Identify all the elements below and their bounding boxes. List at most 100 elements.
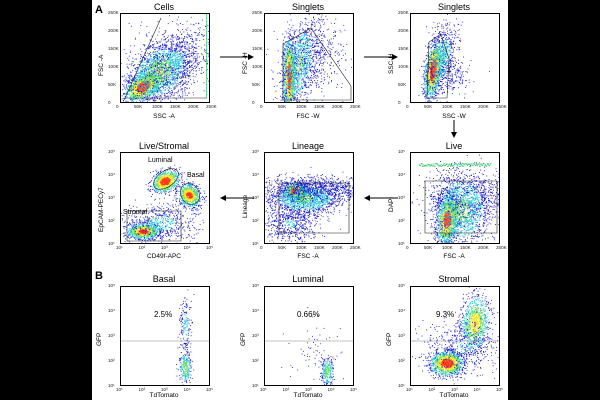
basal-x-tick: 10⁴ — [184, 387, 191, 393]
cells-y-tick: 150K — [108, 46, 119, 52]
sing2-x-tick: 150K — [460, 104, 471, 110]
sing2-x-tick: 0 — [406, 104, 409, 110]
stromal-x-tick: 10¹ — [406, 387, 413, 393]
ls-x-tick: 10² — [139, 245, 146, 251]
luminal-y-tick: 10³ — [252, 333, 259, 339]
sing1-x-tick: 0 — [260, 104, 263, 110]
cells-y-tick: 50K — [108, 82, 116, 88]
cells-y-tick: 200K — [108, 28, 119, 34]
gate-label-stromal: Stromal — [123, 209, 147, 216]
panel-label-a: A — [95, 4, 103, 16]
luminal-ylabel: GFP — [240, 333, 247, 346]
sing2-y-tick: 150K — [398, 46, 409, 52]
lin-y-tick: 10⁵ — [252, 149, 259, 155]
lin-x-tick: 100K — [296, 245, 307, 251]
sing2-y-tick: 100K — [398, 64, 409, 70]
sing2-x-tick: 50K — [424, 104, 432, 110]
ls-y-tick: 10⁵ — [108, 149, 115, 155]
arrow-singlets2-to-live — [451, 120, 457, 138]
live-y-tick: 10² — [398, 218, 405, 224]
lin-y-tick: 10² — [252, 218, 259, 224]
stromal-x-tick: 10² — [429, 387, 436, 393]
sing1-y-tick: 150K — [252, 46, 263, 52]
gate-label-luminal: Luminal — [148, 157, 173, 164]
luminal-x-tick: 10⁴ — [328, 387, 335, 393]
figure: A B Cells SSC -A FSC -A Singlets FSC -W … — [92, 0, 508, 400]
stromal-plot — [410, 286, 500, 386]
luminal-y-tick: 10⁵ — [252, 283, 259, 289]
live-xlabel: FSC -A — [410, 253, 498, 260]
cells-x-tick: 100K — [152, 104, 163, 110]
cells-y-tick: 0 — [108, 100, 111, 106]
ls-y-tick: 10² — [108, 218, 115, 224]
stromal-xlabel: TdTomato — [410, 392, 498, 399]
luminal-xlabel: TdTomato — [264, 392, 352, 399]
sing2-x-tick: 100K — [442, 104, 453, 110]
stromal-x-tick: 10⁵ — [496, 387, 503, 393]
live-x-tick: 50K — [424, 245, 432, 251]
sing1-x-tick: 150K — [314, 104, 325, 110]
cells-ylabel: FSC -A — [98, 55, 105, 76]
ls-y-tick: 10⁴ — [108, 172, 115, 178]
live-x-tick: 100K — [442, 245, 453, 251]
sing1-y-tick: 50K — [252, 82, 260, 88]
sing2-x-tick: 250K — [496, 104, 507, 110]
cells-y-tick: 250K — [108, 10, 119, 16]
cells-title: Cells — [120, 2, 208, 12]
stromal-ylabel: GFP — [386, 333, 393, 346]
lineage-xlabel: FSC -A — [264, 253, 352, 260]
basal-x-tick: 10⁵ — [206, 387, 213, 393]
stromal-y-tick: 10⁴ — [398, 308, 405, 314]
basal-plot — [120, 286, 210, 386]
luminal-y-tick: 10² — [252, 358, 259, 364]
luminal-y-tick: 10⁴ — [252, 308, 259, 314]
live-title: Live — [410, 141, 498, 151]
ls-x-tick: 10³ — [161, 245, 168, 251]
singlets1-plot — [264, 13, 354, 103]
stromal-y-tick: 10⁵ — [398, 283, 405, 289]
basal-y-tick: 10⁴ — [108, 308, 115, 314]
singlets2-xlabel: SSC -W — [410, 113, 498, 120]
sing1-y-tick: 0 — [252, 100, 255, 106]
stromal-x-tick: 10³ — [451, 387, 458, 393]
arrow-cells-to-singlets1 — [220, 54, 254, 60]
cells-xlabel: SSC -A — [120, 113, 208, 120]
ls-x-tick: 10⁵ — [206, 245, 213, 251]
lin-x-tick: 50K — [278, 245, 286, 251]
sing2-y-tick: 200K — [398, 28, 409, 34]
live-y-tick: 10⁴ — [398, 172, 405, 178]
arrow-live-to-lineage — [364, 195, 398, 201]
stromal-x-tick: 10⁴ — [474, 387, 481, 393]
stromal-y-tick: 10¹ — [398, 383, 405, 389]
luminal-title: Luminal — [264, 274, 352, 284]
sing2-y-tick: 250K — [398, 10, 409, 16]
stromal-y-tick: 10³ — [398, 333, 405, 339]
lin-y-tick: 10³ — [252, 195, 259, 201]
lin-x-tick: 250K — [350, 245, 361, 251]
livestromal-title: Live/Stromal — [120, 141, 208, 151]
livestromal-plot — [120, 152, 210, 244]
cells-x-tick: 200K — [188, 104, 199, 110]
sing2-y-tick: 50K — [398, 82, 406, 88]
sing1-y-tick: 200K — [252, 28, 263, 34]
ls-y-tick: 10¹ — [108, 241, 115, 247]
luminal-x-tick: 10² — [283, 387, 290, 393]
live-y-tick: 10³ — [398, 195, 405, 201]
basal-title: Basal — [120, 274, 208, 284]
sing1-x-tick: 50K — [278, 104, 286, 110]
cells-x-tick: 150K — [170, 104, 181, 110]
basal-x-tick: 10¹ — [116, 387, 123, 393]
live-x-tick: 200K — [478, 245, 489, 251]
arrow-singlets1-to-singlets2 — [364, 54, 398, 60]
basal-y-tick: 10¹ — [108, 383, 115, 389]
cells-y-tick: 100K — [108, 64, 119, 70]
sing1-y-tick: 100K — [252, 64, 263, 70]
singlets1-title: Singlets — [264, 2, 352, 12]
sing1-x-tick: 200K — [332, 104, 343, 110]
lin-x-tick: 0 — [260, 245, 263, 251]
lin-y-tick: 10¹ — [252, 241, 259, 247]
live-x-tick: 250K — [496, 245, 507, 251]
cells-plot — [120, 13, 210, 103]
cells-x-tick: 250K — [206, 104, 217, 110]
